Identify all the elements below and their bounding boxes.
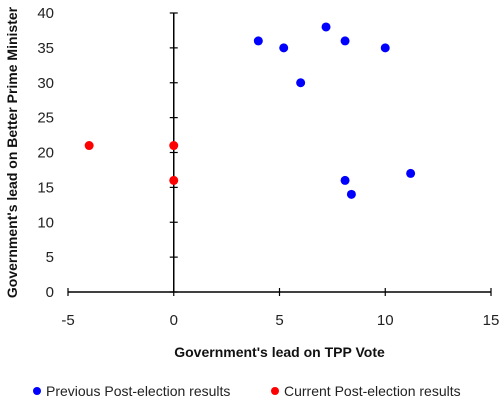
y-tick-label: 25 (37, 110, 54, 127)
x-axis: -5 0 5 10 15 (61, 288, 499, 329)
x-tick-label: 0 (170, 312, 178, 329)
x-axis-title: Government's lead on TPP Vote (174, 344, 385, 360)
previous-result-point (296, 78, 306, 88)
previous-result-point (406, 168, 416, 178)
x-tick-label: 5 (275, 312, 283, 329)
current-result-point (169, 175, 179, 185)
previous-result-point (346, 189, 356, 199)
legend: Previous Post-election results Current Po… (33, 383, 461, 399)
previous-result-point (340, 175, 350, 185)
y-axis: 0 5 10 15 20 25 30 35 40 (37, 5, 178, 301)
legend-marker (271, 387, 279, 395)
y-tick-label: 10 (37, 214, 54, 231)
current-result-point (84, 141, 94, 151)
x-tick-label: 10 (377, 312, 394, 329)
current-result-point (169, 141, 179, 151)
previous-result-point (253, 36, 263, 46)
y-tick-label: 40 (37, 5, 54, 22)
y-tick-label: 35 (37, 40, 54, 57)
previous-result-point (321, 22, 331, 32)
y-axis-title: Government's lead on Better Prime Minist… (4, 6, 20, 298)
previous-result-point (279, 43, 289, 53)
y-tick-label: 30 (37, 75, 54, 92)
y-tick-label: 15 (37, 179, 54, 196)
legend-label: Current Post-election results (284, 383, 461, 399)
previous-result-point (380, 43, 390, 53)
legend-marker (33, 387, 41, 395)
y-tick-label: 20 (37, 145, 54, 162)
x-tick-label: -5 (61, 312, 74, 329)
previous-result-point (340, 36, 350, 46)
legend-label: Previous Post-election results (46, 383, 230, 399)
data-points (84, 22, 416, 199)
y-tick-label: 5 (46, 249, 54, 266)
y-tick-label: 0 (46, 284, 54, 301)
x-tick-label: 15 (483, 312, 500, 329)
